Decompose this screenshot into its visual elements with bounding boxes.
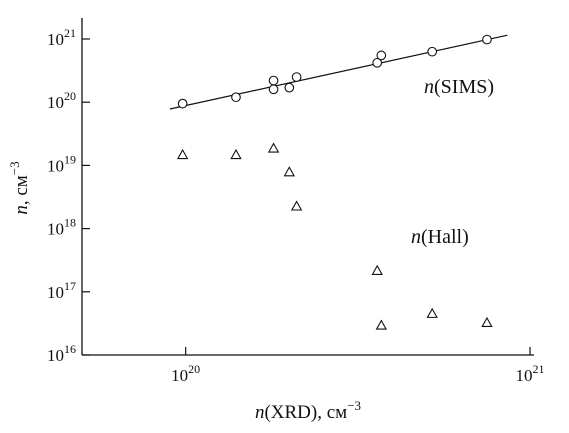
hall-point — [426, 307, 438, 318]
hall-point — [371, 264, 383, 275]
hall-point — [230, 148, 242, 160]
sims-point — [291, 72, 302, 82]
fit-line-layer — [169, 34, 508, 110]
sims-point — [268, 84, 279, 95]
x-tick-label: 1020 — [171, 362, 200, 385]
sims-point — [372, 57, 383, 68]
hall-point — [283, 166, 296, 177]
y-tick-label: 1019 — [47, 152, 76, 175]
y-tick-label: 1021 — [47, 26, 76, 49]
sims-point — [268, 75, 279, 86]
ticks-layer: 1016 1017 1018 1019 1020 1021 1020 1021 — [47, 26, 545, 385]
y-tick-label: 1018 — [47, 216, 76, 239]
sims-point — [427, 46, 438, 57]
hall-point — [176, 148, 189, 160]
sims-point — [177, 98, 188, 109]
y-axis-label: n, см−3 — [7, 161, 32, 214]
x-axis-label: n(XRD), см−3 — [255, 398, 361, 423]
hall-point — [267, 142, 280, 153]
y-tick-label: 1020 — [47, 89, 76, 112]
annotation-sims: n(SIMS) — [424, 76, 494, 98]
sims-point — [376, 50, 387, 61]
sims-point — [231, 92, 241, 103]
hall-point — [481, 316, 493, 328]
x-tick-label: 1021 — [516, 362, 545, 385]
annotation-hall: n(Hall) — [411, 226, 469, 248]
y-tick-label: 1017 — [47, 279, 76, 302]
y-tick-label: 1016 — [47, 342, 76, 365]
hall-point — [290, 200, 303, 211]
sims-point — [482, 34, 492, 45]
points-layer — [176, 34, 493, 330]
sims-point — [284, 82, 295, 93]
hall-point — [375, 319, 388, 330]
fit-line — [169, 34, 508, 110]
plot-area — [81, 18, 534, 356]
